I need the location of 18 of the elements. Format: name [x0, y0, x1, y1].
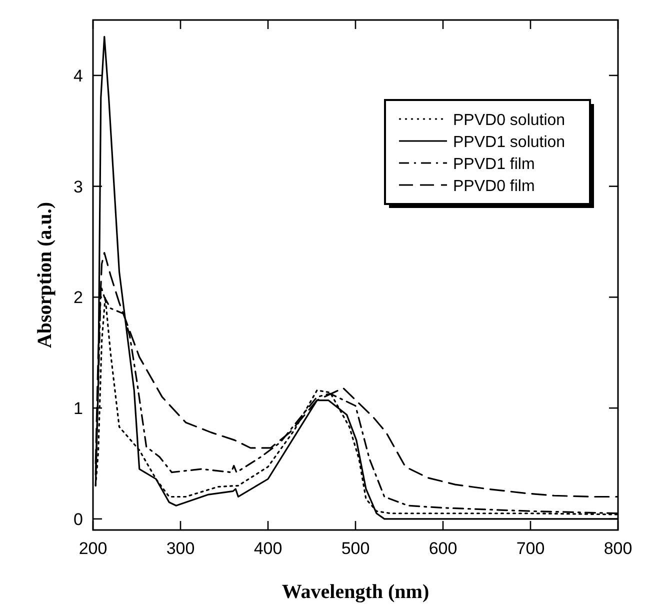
x-tick-label: 700: [516, 539, 545, 558]
legend-label: PPVD0 solution: [453, 112, 566, 129]
legend-label: PPVD1 film: [453, 156, 535, 173]
y-tick-label: 4: [74, 66, 83, 86]
y-tick-label: 1: [74, 399, 83, 418]
x-tick-label: 200: [78, 539, 108, 558]
legend-label: PPVD0 film: [453, 178, 535, 195]
y-tick-label: 0: [74, 510, 83, 529]
x-tick-label: 300: [166, 539, 195, 558]
legend-label: PPVD1 solution: [453, 134, 566, 151]
x-tick-label: 500: [341, 539, 370, 558]
y-tick-label: 2: [74, 288, 83, 308]
x-axis-title: Wavelength (nm): [282, 581, 430, 603]
x-tick-label: 800: [604, 539, 632, 558]
y-tick-label: 3: [74, 177, 83, 196]
x-tick-label: 600: [428, 539, 458, 558]
y-axis-title: Absorption (a.u.): [34, 202, 56, 348]
x-tick-label: 400: [254, 539, 282, 558]
